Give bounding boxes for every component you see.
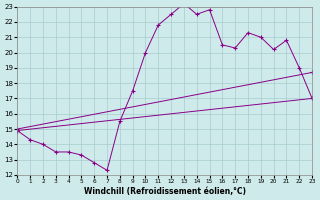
X-axis label: Windchill (Refroidissement éolien,°C): Windchill (Refroidissement éolien,°C) [84,187,246,196]
